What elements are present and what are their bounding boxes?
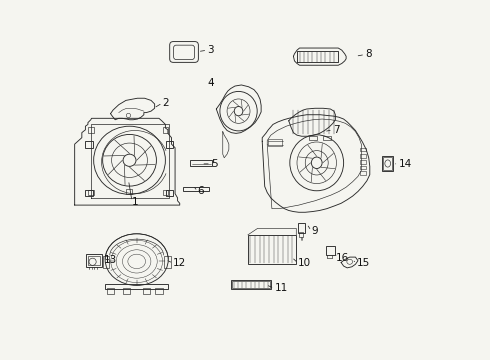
Bar [360, 148, 366, 151]
Bar [107, 288, 115, 294]
Bar [163, 127, 168, 133]
Bar [126, 189, 132, 194]
Bar [87, 254, 101, 267]
Text: 6: 6 [197, 186, 204, 197]
Text: 8: 8 [365, 49, 372, 59]
Bar [102, 256, 109, 267]
Text: 14: 14 [398, 159, 412, 169]
Bar [191, 160, 212, 166]
Bar [164, 256, 171, 267]
Bar [269, 139, 282, 146]
Bar [232, 282, 270, 288]
Bar [155, 288, 163, 294]
Bar [309, 135, 317, 140]
Text: 9: 9 [311, 226, 318, 236]
Bar [248, 235, 296, 264]
Text: 3: 3 [207, 45, 214, 55]
Bar [166, 190, 173, 196]
Bar [299, 232, 303, 237]
Bar [183, 187, 209, 191]
Bar [323, 135, 331, 140]
Bar [326, 246, 335, 255]
Bar [88, 256, 100, 265]
Bar [383, 157, 392, 170]
Text: 1: 1 [132, 197, 139, 207]
Bar [143, 288, 150, 294]
Text: 2: 2 [163, 98, 169, 108]
Bar [123, 288, 130, 294]
Text: 12: 12 [173, 258, 187, 268]
Text: 7: 7 [333, 125, 340, 135]
Bar [231, 280, 271, 289]
Text: 11: 11 [274, 283, 288, 293]
Bar [85, 190, 93, 196]
Bar [105, 284, 168, 289]
Bar [360, 166, 366, 169]
Bar [166, 141, 173, 148]
Bar [298, 223, 305, 233]
Bar [360, 154, 366, 158]
Text: 5: 5 [211, 159, 218, 169]
Bar [85, 141, 93, 148]
Bar [163, 190, 168, 195]
Bar [360, 160, 366, 164]
Text: 4: 4 [207, 78, 214, 88]
Bar [88, 127, 94, 133]
Bar [88, 190, 94, 195]
Text: 10: 10 [298, 258, 311, 268]
Text: 13: 13 [103, 255, 117, 265]
Bar [382, 156, 393, 171]
Text: 16: 16 [335, 253, 348, 263]
Text: 15: 15 [357, 258, 370, 268]
Bar [360, 171, 366, 175]
